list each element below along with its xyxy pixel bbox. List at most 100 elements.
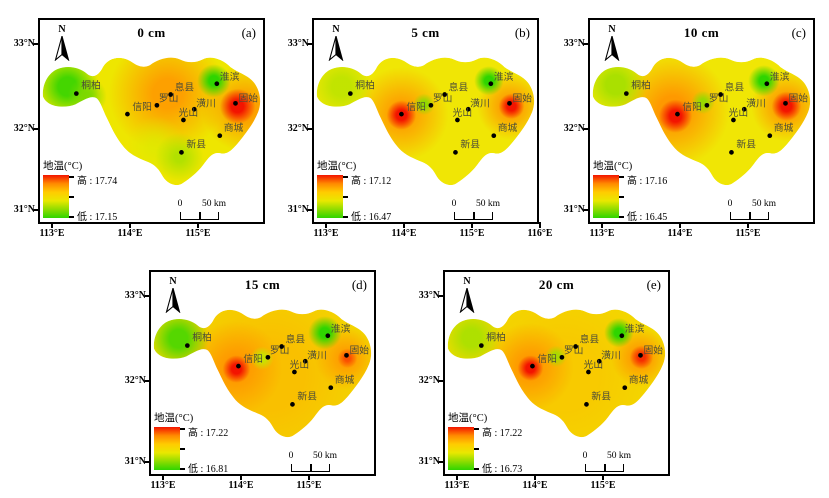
city-label: 固始 <box>788 91 808 104</box>
lat-tick-label: 33°N <box>418 290 440 301</box>
city-dot-4 <box>741 106 747 112</box>
city-dot-8 <box>622 385 628 391</box>
city-label: 淮滨 <box>625 322 645 335</box>
panel-letter-label: (c) <box>791 25 806 40</box>
lon-tick-label: 116°E <box>527 228 553 239</box>
legend-colorbar <box>448 427 474 470</box>
lat-tick-label: 33°N <box>287 38 309 49</box>
north-label: N <box>58 24 66 35</box>
city-dot-1 <box>399 111 404 117</box>
city-label: 罗山 <box>159 92 179 104</box>
city-dot-8 <box>767 133 773 139</box>
scale-bar-zero-label: 0 <box>177 199 183 209</box>
lon-tick-mark <box>534 474 536 480</box>
city-dot-9 <box>729 150 734 155</box>
legend-high-label: 高 : 17.22 <box>482 428 523 439</box>
legend-low-label: 低 : 16.45 <box>627 212 668 223</box>
scale-bar <box>180 212 219 220</box>
legend-low-label: 低 : 17.15 <box>77 212 118 223</box>
panel-title: 0 cm <box>137 25 166 40</box>
legend-tick-mark <box>619 196 624 198</box>
city-dot-2 <box>265 354 271 360</box>
city-dot-7 <box>214 81 220 87</box>
legend-colorbar <box>593 175 619 218</box>
panel-letter-label: (a) <box>241 25 256 40</box>
map-panel-c: 桐柏 信阳 罗山 息县 潢川 光山 固始 淮滨 商城 新县 10 cm (c) N 地温(°C) 高 : 1… <box>564 18 815 239</box>
lon-tick-label: 113°E <box>444 480 470 491</box>
panel-title: 15 cm <box>244 277 281 292</box>
panel-title: 20 cm <box>538 277 575 292</box>
city-label: 息县 <box>449 81 469 94</box>
city-label: 桐柏 <box>355 79 375 92</box>
city-dot-0 <box>623 91 629 96</box>
scale-bar <box>730 212 769 220</box>
lat-tick-label: 31°N <box>418 456 440 467</box>
legend-colorbar <box>317 175 343 218</box>
legend-tick-mark <box>69 216 74 218</box>
city-label: 新县 <box>460 137 480 150</box>
lat-tick-label: 32°N <box>563 123 585 134</box>
city-dot-8 <box>328 385 334 391</box>
lat-tick-mark <box>308 128 314 130</box>
lat-tick-mark <box>439 295 445 297</box>
scale-bar-mid-tick <box>473 212 475 219</box>
lat-tick-mark <box>145 380 151 382</box>
lon-tick-mark <box>471 222 473 228</box>
lon-tick-mark <box>539 222 541 228</box>
city-label: 潢川 <box>601 348 621 361</box>
legend-high-label: 高 : 17.74 <box>77 176 118 187</box>
city-dot-1 <box>236 363 241 369</box>
legend-low-label: 低 : 16.81 <box>188 464 229 475</box>
legend-colorbar <box>43 175 69 218</box>
city-dot-5 <box>292 369 297 375</box>
city-dot-1 <box>530 363 535 369</box>
city-dot-0 <box>478 343 484 348</box>
scale-bar-distance-label: 50 km <box>475 199 500 209</box>
north-arrow: N <box>457 276 477 318</box>
legend-title: 地温(°C) <box>154 413 194 424</box>
scale-bar-mid-tick <box>310 464 312 471</box>
city-label: 罗山 <box>709 92 729 104</box>
city-label: 固始 <box>643 343 663 356</box>
city-label: 光山 <box>290 358 310 371</box>
city-dot-5 <box>181 117 186 123</box>
panel-title: 5 cm <box>411 25 440 40</box>
lon-tick-label: 114°E <box>667 228 693 239</box>
city-dot-8 <box>491 133 497 139</box>
lon-tick-label: 115°E <box>459 228 485 239</box>
city-label: 光山 <box>729 106 749 119</box>
panel-letter-label: (e) <box>646 277 661 292</box>
lat-tick-mark <box>34 209 40 211</box>
city-label: 光山 <box>453 106 473 119</box>
city-dot-9 <box>179 150 184 155</box>
lat-tick-label: 32°N <box>418 375 440 386</box>
map-panel-a: 桐柏 信阳 罗山 息县 潢川 光山 固始 淮滨 商城 新县 0 cm (a) N 地温(°C) 高 : 17… <box>14 18 265 239</box>
map-panel-d: 桐柏 信阳 罗山 息县 潢川 光山 固始 淮滨 商城 新县 15 cm (d) N 地温(°C) 高 : 1… <box>125 270 376 491</box>
city-label: 息县 <box>725 81 745 94</box>
city-label: 息县 <box>175 81 195 94</box>
city-dot-6 <box>638 352 643 358</box>
city-dot-1 <box>125 111 130 117</box>
lat-tick-mark <box>145 295 151 297</box>
lat-tick-mark <box>584 209 590 211</box>
scale-bar <box>291 464 330 472</box>
city-dot-5 <box>586 369 591 375</box>
lon-tick-mark <box>456 474 458 480</box>
city-label: 潢川 <box>746 96 766 109</box>
city-dot-1 <box>675 111 680 117</box>
legend-low-label: 低 : 16.73 <box>482 464 523 475</box>
lat-tick-label: 31°N <box>13 204 35 215</box>
lon-tick-label: 115°E <box>185 228 211 239</box>
city-dot-0 <box>347 91 353 96</box>
city-label: 潢川 <box>196 96 216 109</box>
scale-bar-distance-label: 50 km <box>312 451 337 461</box>
city-label: 潢川 <box>307 348 327 361</box>
lon-tick-mark <box>747 222 749 228</box>
city-label: 新县 <box>591 389 611 402</box>
city-dot-3 <box>279 344 285 349</box>
lat-tick-label: 31°N <box>563 204 585 215</box>
north-arrow-icon <box>328 35 344 62</box>
city-label: 罗山 <box>270 344 290 356</box>
north-label: N <box>169 276 177 287</box>
lon-tick-label: 114°E <box>228 480 254 491</box>
